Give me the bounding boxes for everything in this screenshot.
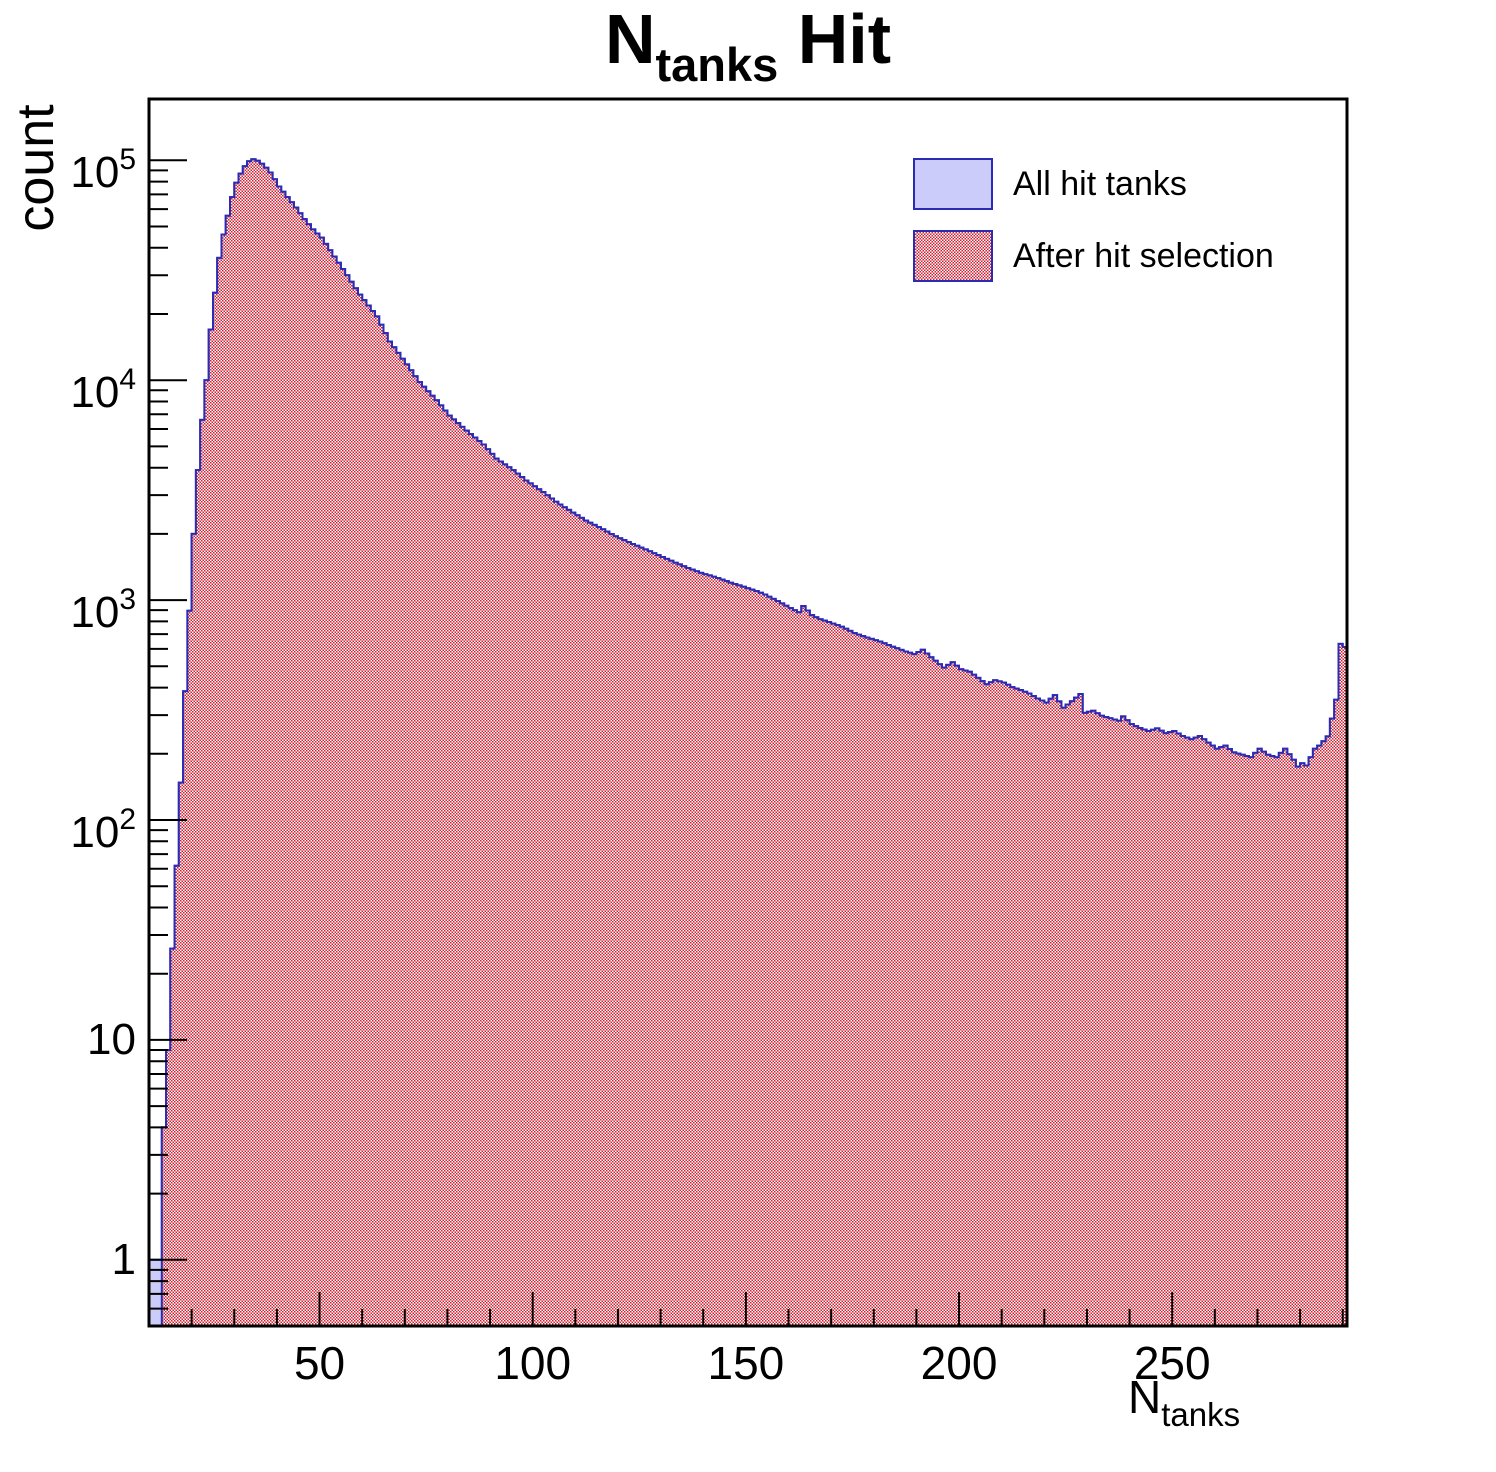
x-tick-label: 200 (920, 1337, 998, 1389)
after-hit-selection-histogram (149, 158, 1348, 1327)
legend: All hit tanks After hit selection (913, 158, 1274, 302)
y-tick-label: 104 (70, 363, 136, 418)
x-axis-title-subscript: tanks (1161, 1396, 1241, 1433)
legend-entry-all-hit-tanks: All hit tanks (913, 158, 1274, 210)
x-axis-title-prefix: N (1128, 1371, 1162, 1423)
plot-frame (147, 97, 1349, 1328)
axis-ticks (149, 159, 1344, 1326)
y-tick-label: 103 (70, 583, 136, 638)
legend-label-after-hit-selection: After hit selection (1013, 236, 1274, 275)
legend-swatch-all-hit-tanks (913, 158, 993, 210)
y-tick-label: 1 (111, 1234, 136, 1284)
y-tick-label: 105 (70, 143, 136, 198)
chart-title-subscript: tanks (655, 38, 779, 91)
legend-label-all-hit-tanks: All hit tanks (1013, 164, 1187, 203)
y-tick-label: 102 (70, 803, 136, 857)
y-axis-title: count (7, 104, 65, 232)
y-tick-label: 10 (87, 1014, 136, 1064)
chart-title-prefix: N (604, 0, 656, 78)
legend-swatch-after-hit-selection (913, 230, 993, 282)
chart-title-suffix: Hit (778, 0, 892, 78)
x-tick-label: 100 (494, 1337, 572, 1389)
legend-entry-after-hit-selection: After hit selection (913, 230, 1274, 282)
x-tick-label: 150 (707, 1337, 785, 1389)
x-tick-label: 250 (1133, 1337, 1211, 1389)
x-tick-label: 50 (293, 1337, 346, 1389)
